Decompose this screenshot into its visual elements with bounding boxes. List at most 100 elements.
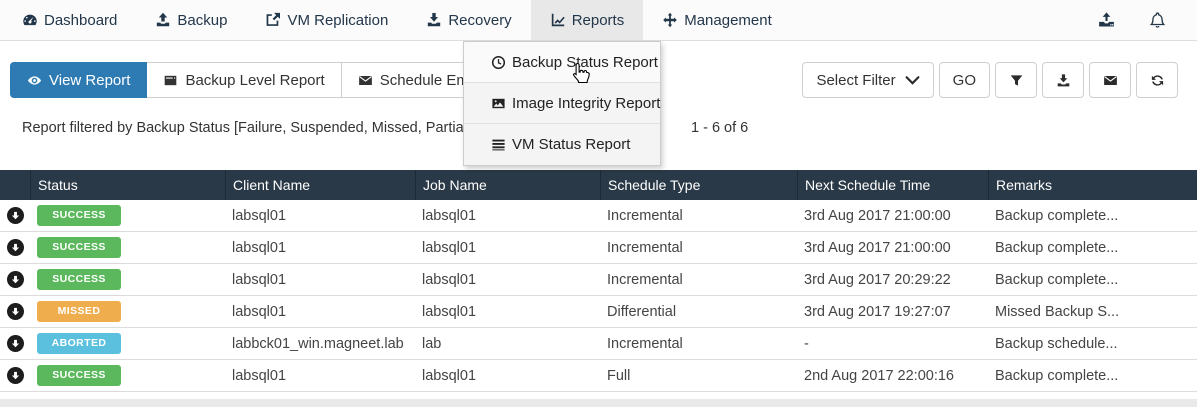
envelope-icon [358, 73, 373, 88]
remarks-cell: Backup complete... [995, 207, 1119, 224]
menu-item-label: Backup Status Report [512, 53, 658, 71]
client-name-cell: labsql01 [232, 367, 287, 384]
menu-item-image-integrity-report[interactable]: Image Integrity Report [464, 83, 660, 124]
column-header-status[interactable]: Status [30, 170, 225, 200]
expand-row-button[interactable] [6, 303, 24, 320]
table-row: SUCCESS labsql01 labsql01 Full 2nd Aug 2… [0, 360, 1197, 392]
pagination-label: 1 - 6 of 6 [691, 120, 749, 136]
job-name-cell: labsql01 [422, 239, 477, 256]
expand-row-button[interactable] [6, 367, 24, 384]
email-report-button[interactable] [1089, 62, 1131, 98]
table-row: MISSED labsql01 labsql01 Differential 3r… [0, 296, 1197, 328]
notifications-bell-icon[interactable] [1148, 11, 1167, 29]
schedule-type-cell: Incremental [607, 239, 683, 256]
hdd-icon [163, 73, 178, 88]
schedule-type-cell: Full [607, 367, 631, 384]
expand-row-button[interactable] [6, 335, 24, 352]
client-name-cell: labbck01_win.magneet.lab [232, 335, 404, 352]
tab-backup-level-report[interactable]: Backup Level Report [147, 62, 342, 98]
remarks-cell: Backup complete... [995, 271, 1119, 288]
column-header-next-schedule-time[interactable]: Next Schedule Time [797, 170, 988, 200]
table-row: SUCCESS labsql01 labsql01 Incremental 3r… [0, 200, 1197, 232]
download-icon [426, 12, 442, 28]
client-name-cell: labsql01 [232, 271, 287, 288]
nav-item-reports[interactable]: Reports [530, 0, 644, 40]
column-header-remarks[interactable]: Remarks [988, 170, 1197, 200]
nav-item-dashboard[interactable]: Dashboard [3, 0, 136, 40]
remarks-cell: Backup complete... [995, 239, 1119, 256]
schedule-type-cell: Incremental [607, 271, 683, 288]
status-badge: MISSED [37, 301, 121, 322]
top-navbar: Dashboard Backup VM Replication Recovery… [0, 0, 1197, 41]
email-icon [1103, 73, 1118, 88]
status-badge: SUCCESS [37, 237, 121, 258]
table-row: SUCCESS labsql01 labsql01 Incremental 3r… [0, 264, 1197, 296]
nav-label: Backup [177, 11, 228, 29]
tab-label: Backup Level Report [185, 71, 325, 89]
nav-label: Dashboard [44, 11, 118, 29]
nav-item-vm-replication[interactable]: VM Replication [246, 0, 407, 40]
tab-label: View Report [49, 71, 131, 89]
next-schedule-time-cell: 2nd Aug 2017 22:00:16 [804, 367, 954, 384]
tab-view-report[interactable]: View Report [10, 62, 148, 98]
agent-download-icon[interactable] [1097, 11, 1116, 29]
column-header-schedule-type[interactable]: Schedule Type [600, 170, 797, 200]
expand-row-button[interactable] [6, 239, 24, 256]
report-tabs: View Report Backup Level Report Schedule… [10, 62, 551, 98]
job-name-cell: labsql01 [422, 207, 477, 224]
job-name-cell: labsql01 [422, 271, 477, 288]
table-row: ABORTED labbck01_win.magneet.lab lab Inc… [0, 328, 1197, 360]
page-bottom-strip [0, 399, 1197, 407]
eye-icon [27, 73, 42, 88]
status-badge: ABORTED [37, 333, 121, 354]
nav-item-recovery[interactable]: Recovery [407, 0, 530, 40]
status-badge: SUCCESS [37, 205, 121, 226]
menu-item-label: VM Status Report [512, 136, 631, 153]
report-toolbar: Select Filter GO [802, 62, 1178, 98]
job-name-cell: labsql01 [422, 367, 477, 384]
nav-item-management[interactable]: Management [643, 0, 791, 40]
expand-row-button[interactable] [6, 207, 24, 224]
line-chart-icon [550, 12, 566, 28]
select-filter-dropdown[interactable]: Select Filter [802, 62, 934, 98]
select-filter-label: Select Filter [816, 71, 896, 89]
remarks-cell: Backup complete... [995, 367, 1119, 384]
filter-button[interactable] [995, 62, 1037, 98]
filter-summary-text: Report filtered by Backup Status [Failur… [22, 120, 495, 136]
column-header-job-name[interactable]: Job Name [415, 170, 600, 200]
refresh-button[interactable] [1136, 62, 1178, 98]
list-icon [491, 137, 506, 152]
upload-icon [155, 12, 171, 28]
go-label: GO [952, 71, 976, 89]
column-header-client-name[interactable]: Client Name [225, 170, 415, 200]
backup-status-table: Status Client Name Job Name Schedule Typ… [0, 170, 1197, 392]
nav-label: VM Replication [287, 11, 389, 29]
nav-label: Management [684, 11, 772, 29]
menu-item-vm-status-report[interactable]: VM Status Report [464, 124, 660, 165]
menu-item-backup-status-report[interactable]: Backup Status Report [464, 42, 660, 83]
replication-icon [265, 12, 281, 28]
navbar-right-icons [1097, 0, 1197, 40]
reports-dropdown-menu: Backup Status Report Image Integrity Rep… [463, 41, 661, 166]
next-schedule-time-cell: 3rd Aug 2017 21:00:00 [804, 207, 951, 224]
remarks-cell: Missed Backup S... [995, 303, 1120, 320]
nav-label: Recovery [448, 11, 512, 29]
expand-row-button[interactable] [6, 271, 24, 288]
schedule-type-cell: Incremental [607, 335, 683, 352]
next-schedule-time-cell: 3rd Aug 2017 21:00:00 [804, 239, 951, 256]
job-name-cell: labsql01 [422, 303, 477, 320]
status-badge: SUCCESS [37, 269, 121, 290]
next-schedule-time-cell: 3rd Aug 2017 19:27:07 [804, 303, 951, 320]
go-button[interactable]: GO [938, 62, 990, 98]
download-report-button[interactable] [1042, 62, 1084, 98]
remarks-cell: Backup schedule... [995, 335, 1118, 352]
download-icon [1056, 73, 1071, 88]
nav-item-backup[interactable]: Backup [136, 0, 246, 40]
schedule-type-cell: Differential [607, 303, 677, 320]
filter-icon [1009, 73, 1024, 88]
job-name-cell: lab [422, 335, 442, 352]
nav-label: Reports [571, 11, 625, 29]
chevron-down-icon [905, 73, 920, 88]
image-icon [491, 96, 506, 111]
status-badge: SUCCESS [37, 365, 121, 386]
